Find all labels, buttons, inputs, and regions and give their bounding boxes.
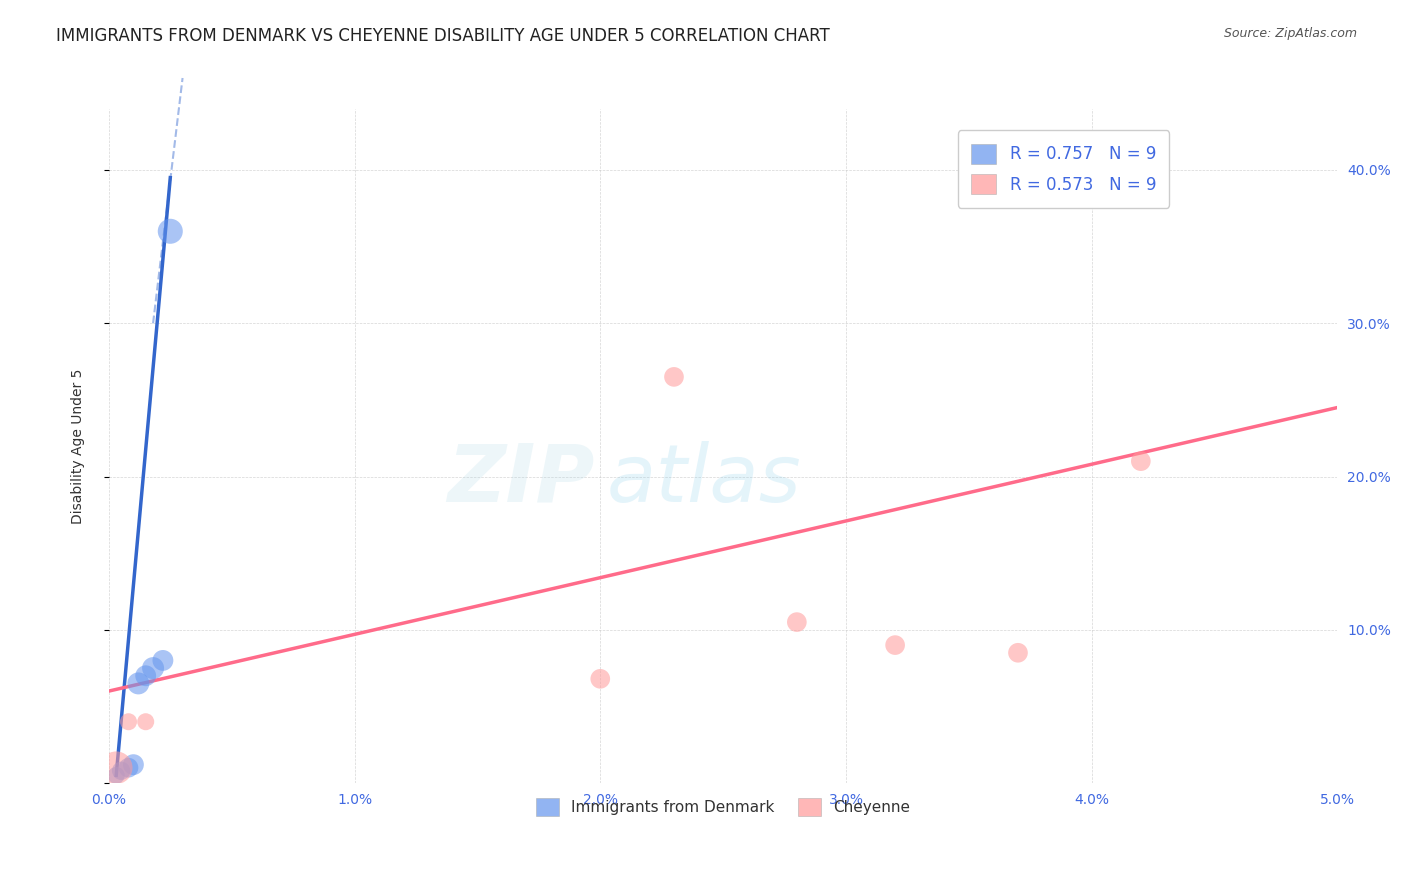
Point: [662, 370, 685, 384]
Point: [786, 615, 808, 629]
Text: ZIP: ZIP: [447, 441, 595, 518]
Point: [1129, 454, 1152, 468]
Point: [122, 757, 145, 772]
Point: [135, 714, 157, 729]
Point: [117, 714, 139, 729]
Legend: Immigrants from Denmark, Cheyenne: Immigrants from Denmark, Cheyenne: [530, 792, 917, 822]
Point: [1007, 646, 1029, 660]
Text: Source: ZipAtlas.com: Source: ZipAtlas.com: [1223, 27, 1357, 40]
Point: [159, 224, 181, 238]
Point: [110, 764, 132, 778]
Point: [135, 669, 157, 683]
Point: [105, 761, 128, 775]
Text: IMMIGRANTS FROM DENMARK VS CHEYENNE DISABILITY AGE UNDER 5 CORRELATION CHART: IMMIGRANTS FROM DENMARK VS CHEYENNE DISA…: [56, 27, 830, 45]
Text: atlas: atlas: [606, 441, 801, 518]
Point: [589, 672, 612, 686]
Y-axis label: Disability Age Under 5: Disability Age Under 5: [72, 368, 86, 524]
Point: [127, 676, 149, 690]
Point: [105, 768, 128, 782]
Point: [142, 661, 165, 675]
Point: [884, 638, 907, 652]
Point: [152, 653, 174, 667]
Point: [117, 761, 139, 775]
